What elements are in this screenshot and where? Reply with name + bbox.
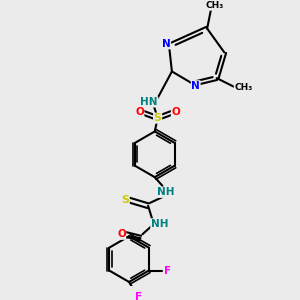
Text: N: N [191,81,200,91]
Text: F: F [164,266,172,275]
Text: HN: HN [140,97,158,107]
Text: O: O [135,107,144,117]
Text: S: S [154,113,162,123]
Text: S: S [121,195,129,205]
Text: F: F [135,292,142,300]
Text: N: N [162,39,171,49]
Text: NH: NH [158,188,175,197]
Text: CH₃: CH₃ [234,83,253,92]
Text: O: O [117,229,126,239]
Text: O: O [171,107,180,117]
Text: NH: NH [151,219,168,229]
Text: CH₃: CH₃ [206,1,224,10]
